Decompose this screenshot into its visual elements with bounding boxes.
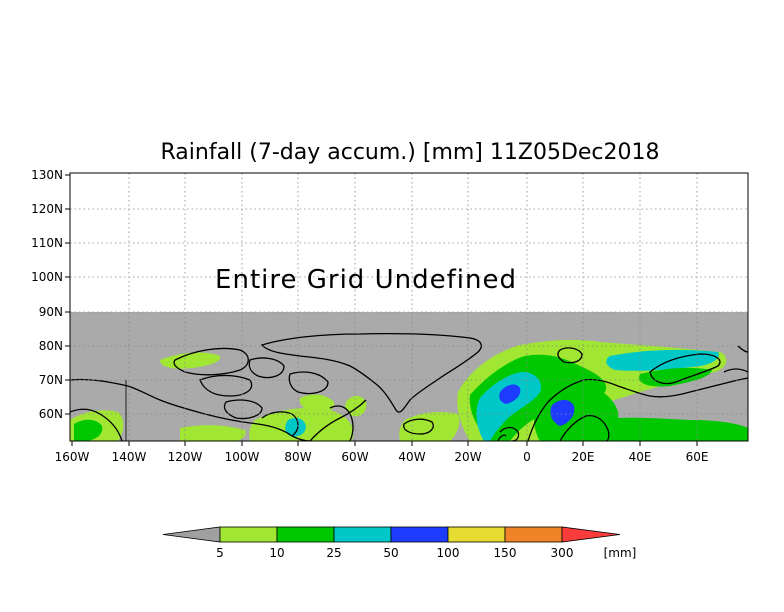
lat-tick-label: 70N: [39, 373, 63, 387]
map-plot: [69, 172, 749, 442]
lon-tick-label: 0: [523, 450, 531, 464]
colorbar-label: 5: [216, 546, 224, 560]
rainfall-patch-davis: [345, 396, 367, 417]
rainfall-patch-europe: [600, 417, 748, 441]
longitude-axis: 160W 140W 120W 100W 80W 60W 40W 20W 0 20E 40E 60E: [55, 441, 709, 464]
latitude-axis: 130N 120N 110N 100N 90N 80N 70N 60N: [31, 168, 70, 421]
colorbar-segment: [219, 526, 278, 543]
coastline-scandinavia: [527, 377, 749, 442]
coastline-russia-east: [723, 345, 749, 373]
coastline-svalbard: [557, 347, 583, 364]
rainfall-patch-atlantic-blue: [499, 384, 521, 404]
coastline-british-isles: [497, 426, 520, 442]
colorbar-label: 25: [326, 546, 341, 560]
lat-tick-label: 130N: [31, 168, 63, 182]
lon-tick-label: 80W: [284, 450, 311, 464]
rainfall-patch-scandinavia: [534, 383, 619, 441]
colorbar-segment: [447, 526, 506, 543]
colorbar-low-triangle: [162, 526, 221, 543]
lon-tick-label: 20E: [572, 450, 595, 464]
lon-tick-label: 60E: [686, 450, 709, 464]
coastline-iceland: [403, 418, 434, 435]
rainfall-patch-baffin: [299, 394, 335, 413]
colorbar: 5 10 25 50 100 150 300 [mm]: [162, 526, 637, 560]
lon-tick-label: 20W: [454, 450, 481, 464]
lon-tick-label: 60W: [341, 450, 368, 464]
colorbar-segment: [390, 526, 449, 543]
map-title: Rainfall (7-day accum.) [mm] 11Z05Dec201…: [160, 140, 659, 165]
undefined-grid-note: Entire Grid Undefined: [215, 265, 517, 295]
lat-tick-label: 80N: [39, 339, 63, 353]
lat-tick-label: 120N: [31, 202, 63, 216]
coastline-arctic-islands: [173, 347, 329, 420]
coastline-greenland: [260, 332, 482, 413]
lon-tick-label: 140W: [112, 450, 147, 464]
lon-tick-label: 160W: [55, 450, 90, 464]
colorbar-segment: [333, 526, 392, 543]
plot-frame: [69, 172, 749, 442]
lat-tick-label: 90N: [39, 305, 63, 319]
graticule: [70, 173, 748, 441]
lat-tick-label: 100N: [31, 270, 63, 284]
colorbar-label: 150: [494, 546, 517, 560]
colorbar-label: 300: [551, 546, 574, 560]
rainfall-patch-canada: [180, 425, 246, 441]
colorbar-unit: [mm]: [604, 546, 637, 560]
lon-tick-label: 120W: [168, 450, 203, 464]
colorbar-high-triangle: [561, 526, 621, 543]
lon-tick-label: 100W: [225, 450, 260, 464]
rainfall-patch-atlantic-cyan: [476, 372, 542, 441]
colorbar-segment: [504, 526, 563, 543]
rainfall-patch-alaska-green: [74, 419, 103, 441]
lat-tick-label: 110N: [31, 236, 63, 250]
lat-tick-label: 60N: [39, 407, 63, 421]
colorbar-segment: [276, 526, 335, 543]
rainfall-patch-scandinavia-blue: [550, 399, 575, 426]
colorbar-label: 50: [383, 546, 398, 560]
coastline-novaya-zemlya: [649, 353, 721, 385]
lon-tick-label: 40E: [629, 450, 652, 464]
colorbar-label: 100: [437, 546, 460, 560]
coastline-baltic: [559, 414, 610, 442]
lon-tick-label: 40W: [398, 450, 425, 464]
coastline-alaska: [69, 408, 123, 442]
rainfall-patch-labrador-cyan: [285, 418, 306, 437]
colorbar-label: 10: [269, 546, 284, 560]
